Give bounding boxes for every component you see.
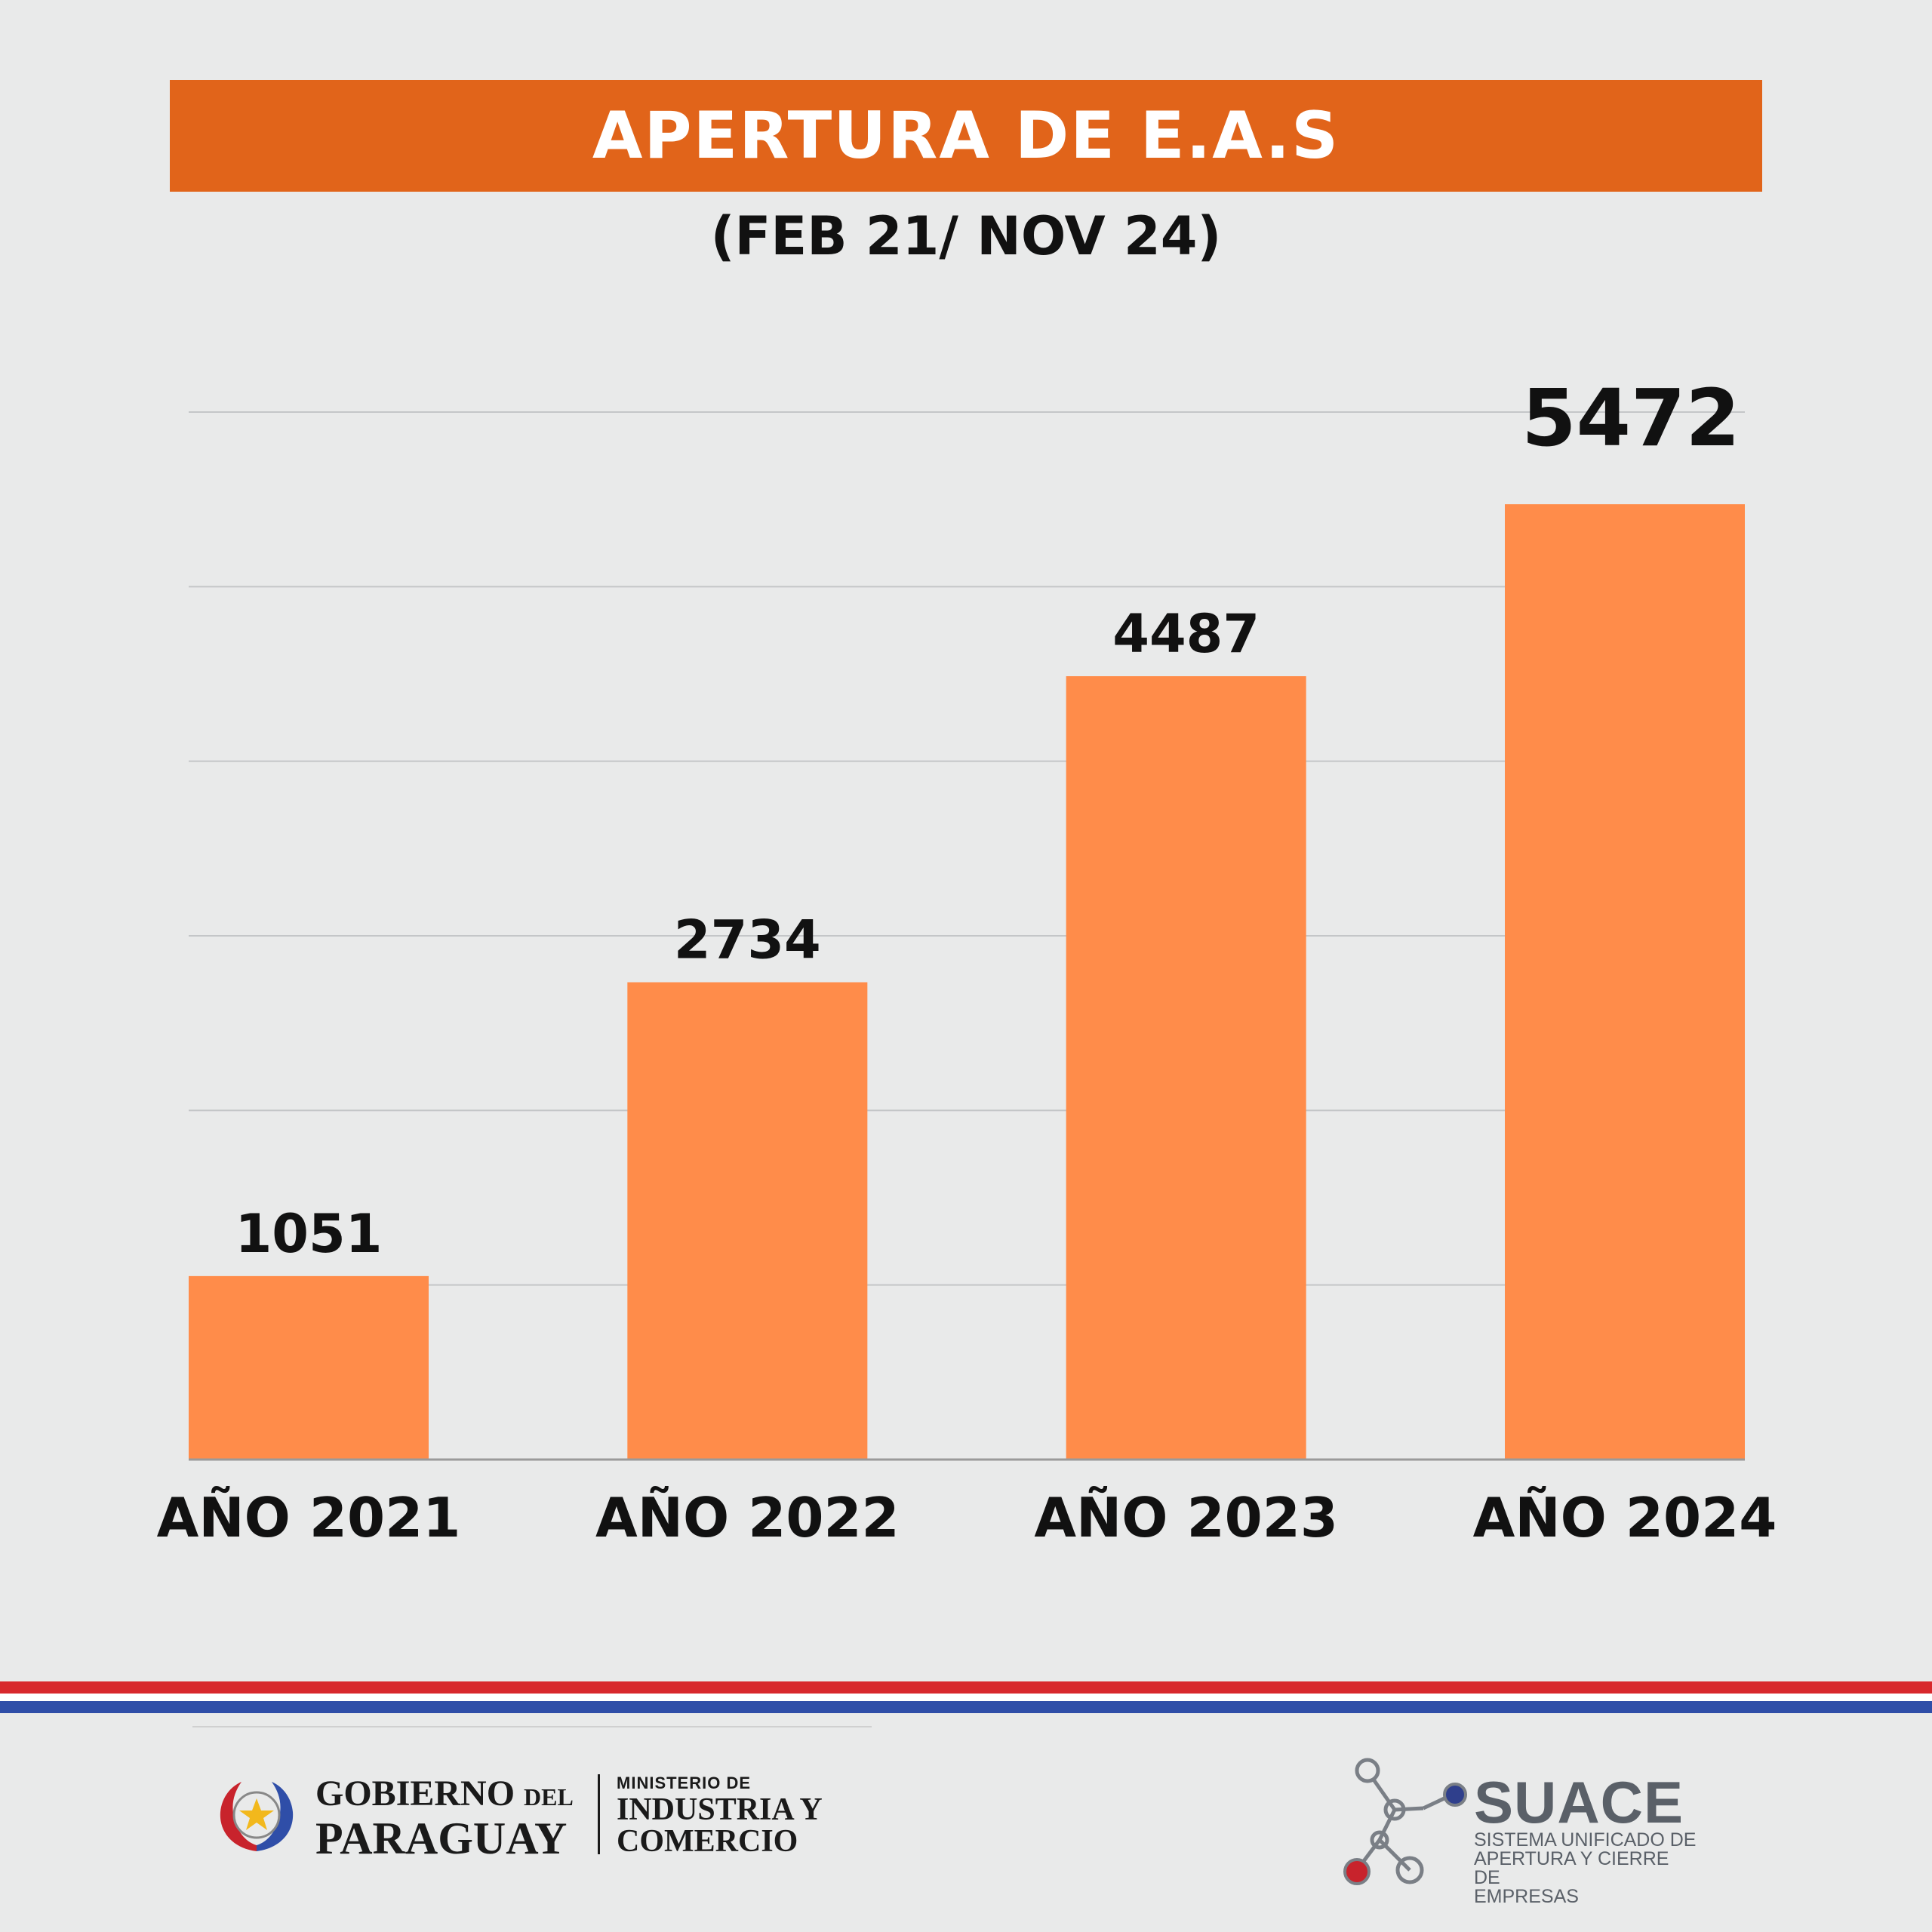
data-label: 5472 — [1521, 372, 1740, 464]
suace-tagline-2: APERTURA Y CIERRE DE — [1474, 1848, 1669, 1888]
network-nodes-icon — [1343, 1758, 1467, 1885]
suace-tagline-1: SISTEMA UNIFICADO DE — [1474, 1829, 1697, 1850]
data-label: 1051 — [235, 1203, 383, 1265]
category-label: AÑO 2024 — [1473, 1486, 1777, 1549]
chart-title: APERTURA DE E.A.S — [592, 98, 1340, 174]
gov-word-del: DEL — [524, 1783, 574, 1810]
logo-divider — [598, 1774, 600, 1854]
bar-2023 — [1066, 676, 1306, 1460]
gov-word-gobierno: GOBIERNO — [315, 1774, 515, 1814]
data-labels: 1051 2734 4487 5472 — [235, 372, 1740, 1265]
gridlines — [189, 411, 1745, 1286]
data-label: 4487 — [1112, 603, 1260, 665]
category-labels: AÑO 2021 AÑO 2022 AÑO 2023 AÑO 2024 — [157, 1486, 1777, 1549]
ministry-name-line1: INDUSTRIA Y — [617, 1792, 823, 1827]
gov-word-paraguay: PARAGUAY — [315, 1814, 568, 1863]
bar-2022 — [627, 982, 868, 1460]
suace-tagline-3: EMPRESAS — [1474, 1886, 1579, 1907]
government-logo: GOBIERNO DEL PARAGUAY MINISTERIO DE INDU… — [211, 1770, 845, 1863]
ministry-name-line2: COMERCIO — [617, 1824, 798, 1859]
flag-stripe-red — [0, 1681, 1932, 1694]
bar-2021 — [189, 1275, 429, 1460]
flag-stripe-white — [0, 1694, 1932, 1701]
bar-2024 — [1505, 504, 1745, 1460]
suace-logo: SUACE SISTEMA UNIFICADO DE APERTURA Y CI… — [1334, 1749, 1697, 1906]
chart-subtitle: (FEB 21/ NOV 24) — [710, 205, 1222, 267]
data-label: 2734 — [674, 909, 821, 971]
paraguay-seal-icon — [220, 1782, 294, 1851]
footer-divider — [192, 1726, 872, 1727]
suace-wordmark: SUACE — [1474, 1769, 1684, 1835]
category-label: AÑO 2023 — [1034, 1486, 1338, 1549]
category-label: AÑO 2022 — [595, 1486, 900, 1549]
bars — [189, 504, 1745, 1460]
flag-stripe-blue — [0, 1701, 1932, 1713]
ministry-label: MINISTERIO DE — [617, 1774, 752, 1792]
title-banner: APERTURA DE E.A.S — [170, 80, 1762, 192]
category-label: AÑO 2021 — [157, 1486, 461, 1549]
